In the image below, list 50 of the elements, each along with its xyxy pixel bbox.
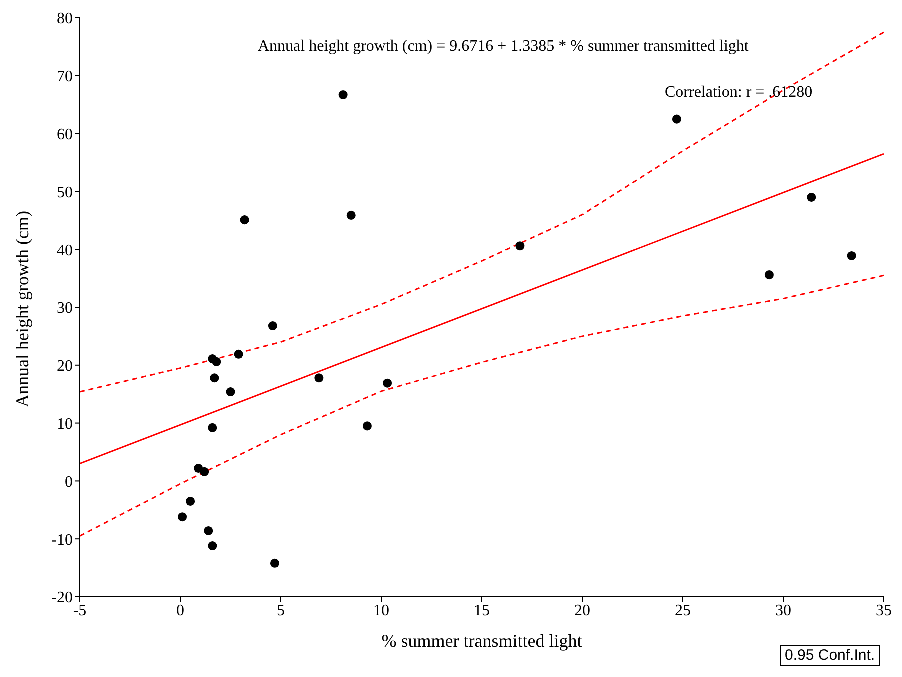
x-tick-label: 15	[474, 602, 490, 620]
point	[240, 216, 250, 225]
x-tick-label: 10	[374, 602, 390, 620]
annotation: Correlation: r = .61280	[665, 84, 813, 102]
point	[672, 114, 682, 124]
x-tick-label: 30	[776, 602, 792, 620]
y-tick-label: 50	[57, 184, 73, 202]
y-axis-title: Annual height growth (cm)	[12, 211, 32, 408]
annotation: Annual height growth (cm) = 9.6716 + 1.3385 * % summer transmitted light	[258, 38, 749, 56]
point	[208, 423, 218, 432]
y-tick-label: 20	[57, 358, 73, 376]
point	[338, 90, 348, 100]
point	[268, 322, 278, 331]
point	[200, 467, 210, 476]
point	[234, 350, 244, 359]
x-tick-label: 5	[277, 602, 285, 620]
point	[516, 242, 525, 251]
point	[807, 192, 816, 202]
text: 0.95 Conf.Int.	[780, 645, 880, 666]
y-tick-label: 10	[57, 416, 73, 433]
point	[178, 512, 188, 522]
y-tick-label: 80	[57, 10, 73, 28]
point	[204, 526, 214, 536]
y-tick-label: 0	[65, 474, 73, 491]
point	[186, 496, 196, 506]
point	[270, 558, 280, 568]
point	[210, 374, 220, 383]
point	[383, 378, 392, 388]
x-tick-label: 35	[876, 602, 892, 620]
point	[212, 357, 222, 366]
line-series	[80, 32, 884, 393]
y-tick-label: 60	[57, 126, 73, 144]
point	[346, 210, 356, 220]
line-series	[80, 274, 884, 537]
point	[226, 388, 236, 397]
point	[362, 422, 372, 431]
x-tick-label: -5	[73, 602, 87, 620]
y-tick-label: 40	[57, 242, 73, 260]
x-axis-title: % summer transmitted light	[382, 631, 582, 651]
point	[764, 270, 774, 280]
y-tick-label: -10	[52, 532, 73, 549]
x-tick-label: 0	[176, 602, 184, 620]
x-tick-label: 20	[574, 602, 590, 620]
y-tick-label: -20	[52, 590, 73, 607]
x-tick-label: 25	[675, 602, 691, 620]
point	[314, 374, 324, 383]
y-tick-label: 70	[57, 68, 73, 86]
point	[208, 542, 218, 551]
point	[847, 251, 856, 260]
y-tick-label: 30	[57, 300, 73, 318]
